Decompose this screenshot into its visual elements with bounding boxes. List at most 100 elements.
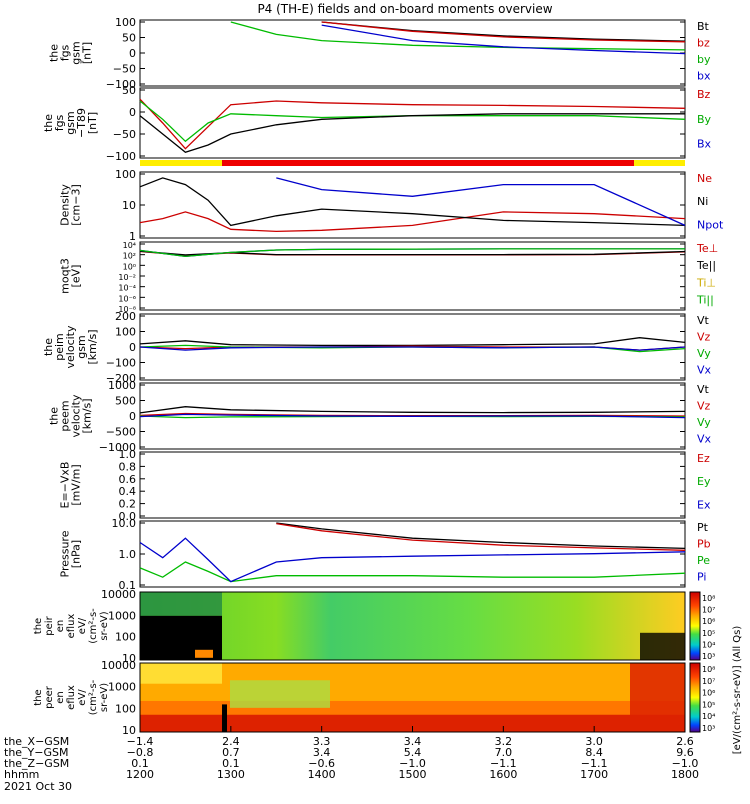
legend-temp: Te|| [696, 259, 716, 272]
legend-dens: Npot [697, 218, 724, 231]
figure-title: P4 (TH-E) fields and on-board moments ov… [257, 2, 552, 16]
legend-temp: Ti⊥ [696, 276, 716, 289]
ylabel-line: [nT] [81, 42, 94, 64]
xaxis-value: −0.8 [127, 746, 154, 759]
ylabel-line: [nPa] [70, 540, 83, 568]
panel-frame-bgsm [139, 19, 686, 87]
xaxis-row-label: hhmm [4, 768, 39, 781]
ytick-label: 100 [115, 631, 136, 644]
panel-frame-temp [139, 241, 686, 311]
ytick-label: 1000 [108, 609, 136, 622]
xaxis-value: 3.4 [404, 735, 422, 748]
ytick-label: 0.2 [119, 498, 137, 511]
legend-dens: Ni [697, 195, 708, 208]
series-line-Ni [139, 177, 686, 227]
series-line-Npot [276, 177, 686, 226]
colorbar-tick: 10³ [702, 652, 715, 661]
xaxis-value: 0.1 [131, 757, 149, 770]
series-line-bz [321, 21, 686, 43]
legend-press: Pe [697, 554, 710, 567]
xaxis-value: 3.3 [313, 735, 331, 748]
panel-frame-dens [139, 171, 686, 239]
ylabel-line: the [33, 689, 44, 705]
ytick-label: −50 [113, 63, 136, 76]
ytick-label: 10 [122, 652, 136, 665]
series-line-Pt [276, 522, 686, 550]
ytick-label: 1.0 [119, 448, 137, 461]
series-line-Te|| [139, 250, 686, 256]
ylabel-line: (cm²-s- [88, 608, 99, 644]
xaxis-value: −1.1 [490, 757, 517, 770]
ion-spec-patch [140, 592, 222, 616]
series-line-By [139, 100, 686, 143]
xaxis-value: 3.0 [585, 735, 603, 748]
colorbar-tick: 10⁸ [702, 665, 715, 674]
ylabel-efield: E=−VxB[mV/m] [59, 462, 83, 509]
ylabel-line: Pressure [59, 530, 72, 577]
xaxis-value: 1700 [580, 768, 608, 781]
ytick-label: 0 [129, 341, 136, 354]
series-line-Vx [139, 346, 686, 351]
xaxis-value: −1.4 [127, 735, 154, 748]
ylabel-line: E=−VxB [59, 462, 72, 509]
ytick-label: 1.0 [119, 548, 137, 561]
colorbar-tick: 10⁶ [702, 689, 715, 698]
ylabel-line: eV/ [77, 617, 88, 634]
legend-press: Pi [697, 571, 706, 584]
legend-efield: Ez [697, 452, 710, 465]
ytick-label: 50 [122, 84, 136, 97]
ytick-label: 10⁻⁶ [118, 294, 136, 303]
colorbar-1 [689, 591, 701, 661]
ytick-label: −500 [106, 426, 136, 439]
ytick-label: 10 [122, 724, 136, 737]
ylabel-line: [eV] [70, 265, 83, 288]
xaxis-value: 0.7 [222, 746, 240, 759]
ytick-label: 0.0 [119, 510, 137, 523]
colorbar-tick: 10⁷ [702, 677, 715, 686]
ylabel-line: gsm [64, 111, 77, 134]
ylabel-espec: the peer en eflux eV/(cm²-s-sr-eV) [33, 679, 110, 715]
ylabel-line: en [55, 620, 66, 633]
series-line-Vx [139, 413, 686, 419]
ylabel-line: en [55, 691, 66, 704]
series-line-Ne [139, 211, 686, 233]
ytick-label: 10² [123, 252, 136, 261]
colorbar-tick: 10⁸ [702, 594, 715, 603]
xaxis-row-label: the_X−GSM [4, 735, 69, 748]
ylabel-line: the [42, 338, 55, 356]
ylabel-line: the [42, 114, 55, 132]
legend-temp: Ti|| [696, 293, 714, 306]
colorbar-tick: 10⁴ [702, 640, 715, 649]
ytick-label: 200 [115, 310, 136, 323]
xaxis-value: 1200 [126, 768, 154, 781]
ylabel-line: fgs [53, 114, 66, 131]
ylabel-line: [km/s] [81, 398, 94, 433]
xaxis-value: −1.0 [399, 757, 426, 770]
series-line-Ti|| [139, 248, 685, 258]
series-line-Bt [321, 21, 686, 42]
xaxis-value: 2.4 [222, 735, 240, 748]
legend-ve: Vy [697, 416, 711, 429]
panel-frame-efield [139, 451, 686, 519]
legend-temp: Te⊥ [696, 242, 718, 255]
xaxis-value: 5.4 [404, 746, 422, 759]
ytick-label: 0 [129, 410, 136, 423]
xaxis-value: −0.6 [308, 757, 335, 770]
xaxis-value: 1500 [399, 768, 427, 781]
xaxis-value: 3.4 [313, 746, 331, 759]
date-label: 2021 Oct 30 [4, 780, 72, 793]
ytick-label: 10⁻⁸ [118, 305, 136, 314]
ytick-label: 500 [115, 395, 136, 408]
xaxis-row-label: the_Y−GSM [4, 746, 69, 759]
ylabel-line: peir [44, 615, 55, 635]
ytick-label: 10 [122, 199, 136, 212]
ytick-label: 0.4 [119, 485, 137, 498]
colorbar-tick: 10⁵ [702, 629, 715, 638]
xaxis-value: 8.4 [585, 746, 603, 759]
ylabel-ispec: the peir en eflux eV/(cm²-s-sr-eV) [33, 608, 110, 644]
spectrogram-group [139, 591, 686, 733]
ylabel-line: the [48, 407, 61, 425]
